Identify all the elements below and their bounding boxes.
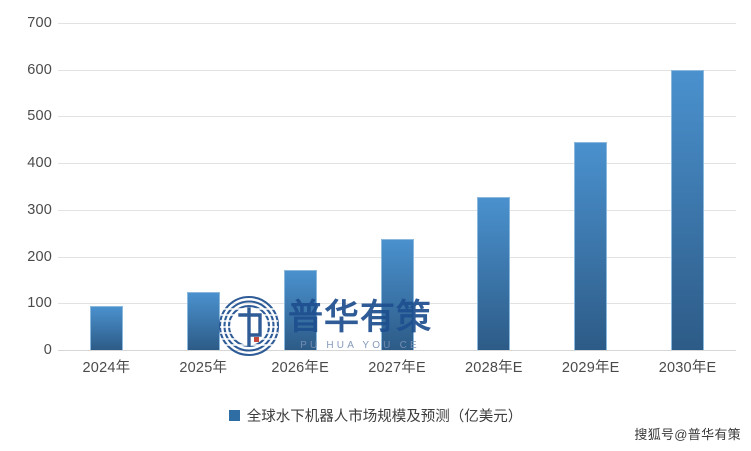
x-tick-label: 2029年E xyxy=(561,360,620,376)
source-credit: 搜狐号@普华有策 xyxy=(634,427,741,442)
bar-2025年[interactable] xyxy=(186,292,220,350)
bar-slot xyxy=(445,23,542,350)
bar-2028年E[interactable] xyxy=(477,197,511,350)
x-tick-label: 2030年E xyxy=(658,360,717,376)
chart-legend: 全球水下机器人市场规模及预测（亿美元） xyxy=(0,405,751,426)
gridline-300 xyxy=(58,209,736,211)
x-tick-label: 2026年E xyxy=(271,360,329,376)
y-tick-label: 700 xyxy=(27,15,52,31)
bar-2030年E[interactable] xyxy=(671,69,705,350)
gridline-700 xyxy=(58,23,736,24)
y-tick-label: 200 xyxy=(27,248,52,265)
x-tick-label: 2027年E xyxy=(368,360,426,376)
bar-2029年E[interactable] xyxy=(574,142,608,350)
y-axis: 700 600 500 400 300 200 100 0 xyxy=(0,15,52,358)
y-tick-label: 100 xyxy=(27,295,52,312)
bar-slot xyxy=(252,23,349,350)
y-tick-label: 300 xyxy=(27,201,52,218)
y-tick-label: 500 xyxy=(27,108,52,125)
bar-slot xyxy=(155,23,252,350)
legend-swatch-icon xyxy=(228,410,240,421)
y-tick-label: 600 xyxy=(27,61,52,78)
gridline-600 xyxy=(58,69,736,71)
bar-slot xyxy=(542,23,639,350)
x-axis-labels: 2024年 2025年 2026年E 2027年E 2028年E 2029年E 2030年E xyxy=(58,356,736,382)
bar-2027年E[interactable] xyxy=(380,239,414,350)
bar-slot xyxy=(349,23,446,350)
x-tick-label: 2028年E xyxy=(465,360,523,376)
bar-series xyxy=(58,23,736,350)
bar-2026年E[interactable] xyxy=(283,269,317,350)
gridline-400 xyxy=(58,163,736,165)
legend-label[interactable]: 全球水下机器人市场规模及预测（亿美元） xyxy=(246,409,523,425)
bar-slot xyxy=(639,23,736,350)
y-tick-label: 400 xyxy=(27,155,52,172)
bar-2024年[interactable] xyxy=(89,305,123,350)
y-tick-label: 0 xyxy=(43,342,52,358)
x-tick-label: 2024年 xyxy=(82,360,131,376)
gridline-500 xyxy=(58,116,736,118)
bar-slot xyxy=(58,23,155,350)
x-tick-label: 2025年 xyxy=(179,360,228,376)
gridline-0 xyxy=(58,350,736,351)
